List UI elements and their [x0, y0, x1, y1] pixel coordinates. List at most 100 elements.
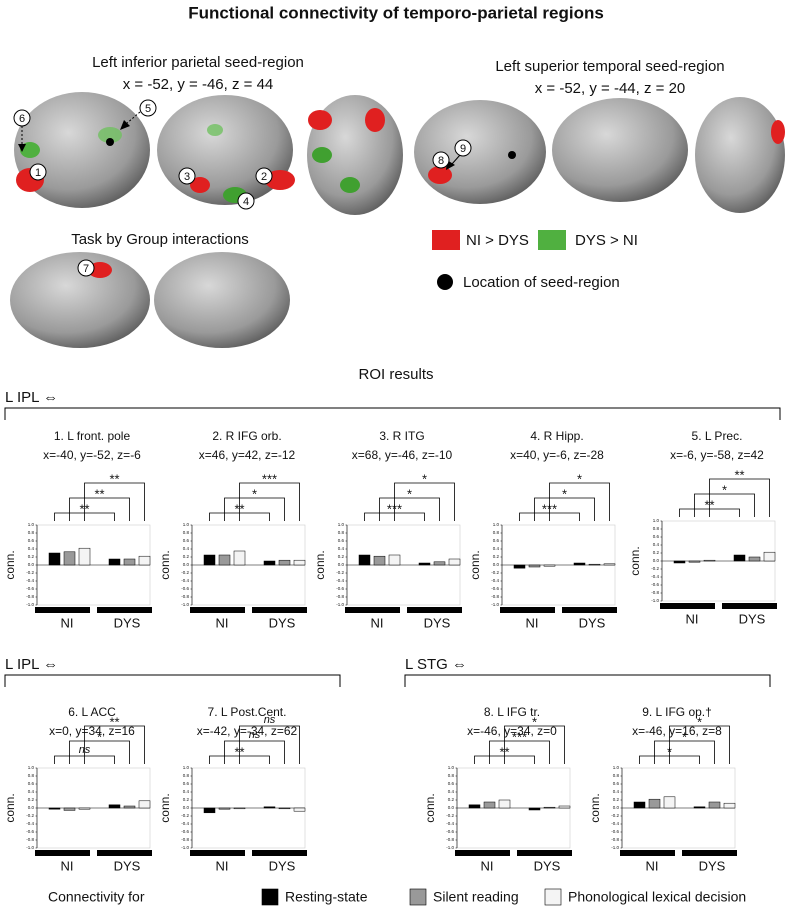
bar [763, 551, 776, 562]
y-axis-label: conn. [588, 793, 602, 822]
bar [513, 564, 526, 569]
legend-title: Connectivity for [48, 889, 145, 905]
bar [543, 564, 556, 567]
y-tick-label: -0.6 [611, 829, 619, 834]
y-tick-label: 0.6 [613, 781, 620, 786]
y-tick-label: -1.0 [651, 598, 659, 603]
significance-bracket [394, 482, 455, 521]
significance-bracket [69, 740, 130, 764]
y-tick-label: 0.2 [613, 797, 620, 802]
bar [498, 799, 511, 809]
y-tick-label: -0.2 [446, 813, 454, 818]
bar [373, 555, 386, 566]
bar [63, 551, 76, 566]
y-tick-label: 0.0 [493, 562, 500, 567]
y-tick-label: 0.4 [448, 789, 455, 794]
bar [528, 807, 541, 811]
chart-title: 2. R IFG orb. [212, 429, 281, 443]
y-tick-label: -1.0 [181, 845, 189, 850]
y-tick-label: 0.0 [183, 562, 190, 567]
legend-swatch [409, 888, 427, 906]
legend-label: Phonological lexical decision [568, 889, 746, 905]
marker-circle [255, 167, 273, 185]
bar [433, 561, 446, 566]
significance-label: ** [109, 714, 119, 729]
bar [748, 556, 761, 562]
marker-label: 9 [460, 143, 466, 155]
significance-label: * [97, 729, 102, 744]
significance-bracket [69, 497, 130, 521]
y-axis-label: conn. [628, 546, 642, 575]
y-tick-label: 0.8 [183, 530, 190, 535]
marker-circle [13, 109, 31, 127]
x-tick-label: NI [216, 858, 229, 873]
y-tick-label: 1.0 [493, 522, 500, 527]
marker-circle [454, 139, 472, 157]
legend-label: DYS > NI [575, 232, 638, 249]
y-axis-label: conn. [468, 550, 482, 579]
y-tick-label: -0.8 [336, 594, 344, 599]
group-label: L IPL ⇔ [5, 389, 58, 406]
bar [203, 807, 216, 814]
y-tick-label: 0.4 [613, 789, 620, 794]
y-tick-label: 0.8 [493, 530, 500, 535]
group-band [252, 850, 307, 856]
legend-label: Resting-state [285, 889, 368, 905]
bar [468, 804, 481, 809]
bar [573, 562, 586, 566]
bar [203, 554, 216, 566]
y-tick-label: -0.8 [651, 590, 659, 595]
y-tick-label: 1.0 [183, 765, 190, 770]
y-tick-label: -0.8 [26, 594, 34, 599]
significance-label: * [407, 486, 412, 501]
group-label: L STG ⇔ [405, 656, 467, 673]
marker-label: 8 [438, 155, 444, 167]
chart-title: 9. L IFG op.† [642, 705, 712, 719]
y-axis-label: conn. [158, 793, 172, 822]
y-tick-label: 0.8 [338, 530, 345, 535]
bar [138, 800, 151, 809]
significance-bracket [549, 482, 610, 521]
y-tick-label: 1.0 [448, 765, 455, 770]
y-tick-label: 0.6 [28, 781, 35, 786]
chart-subtitle: x=-42, y=-34, z=62 [197, 724, 298, 738]
chart-title: 5. L Prec. [692, 429, 743, 443]
seed-coords: x = -52, y = -44, z = 20 [535, 80, 686, 97]
group-band [722, 603, 777, 609]
bar [528, 564, 541, 568]
bar [278, 559, 291, 566]
significance-bracket [224, 740, 285, 764]
group-band [660, 603, 715, 609]
x-tick-label: DYS [269, 858, 296, 873]
x-tick-label: NI [686, 611, 699, 626]
bar [293, 807, 306, 812]
y-tick-label: 0.6 [493, 538, 500, 543]
y-tick-label: 0.0 [338, 562, 345, 567]
x-tick-label: DYS [579, 615, 606, 630]
group-band [97, 607, 152, 613]
significance-label: * [682, 729, 687, 744]
y-tick-label: 0.0 [653, 558, 660, 563]
x-tick-label: DYS [269, 615, 296, 630]
y-tick-label: 0.4 [493, 546, 500, 551]
bar [733, 554, 746, 562]
y-tick-label: 1.0 [653, 518, 660, 523]
y-tick-label: -0.4 [651, 574, 659, 579]
y-tick-label: 0.4 [28, 789, 35, 794]
y-tick-label: -0.2 [26, 813, 34, 818]
bar [263, 806, 276, 809]
significance-bracket [709, 478, 770, 517]
y-tick-label: -0.4 [336, 578, 344, 583]
marker-label: 5 [145, 103, 151, 115]
y-tick-label: 1.0 [28, 765, 35, 770]
bar [78, 807, 91, 810]
bar [108, 804, 121, 809]
significance-bracket [84, 725, 145, 764]
y-tick-label: 0.0 [613, 805, 620, 810]
chart-subtitle: x=-46, y=34, z=0 [467, 724, 557, 738]
y-tick-label: 0.4 [653, 542, 660, 547]
y-tick-label: -0.8 [446, 837, 454, 842]
y-tick-label: 1.0 [338, 522, 345, 527]
y-tick-label: -1.0 [26, 845, 34, 850]
y-tick-label: -0.8 [491, 594, 499, 599]
